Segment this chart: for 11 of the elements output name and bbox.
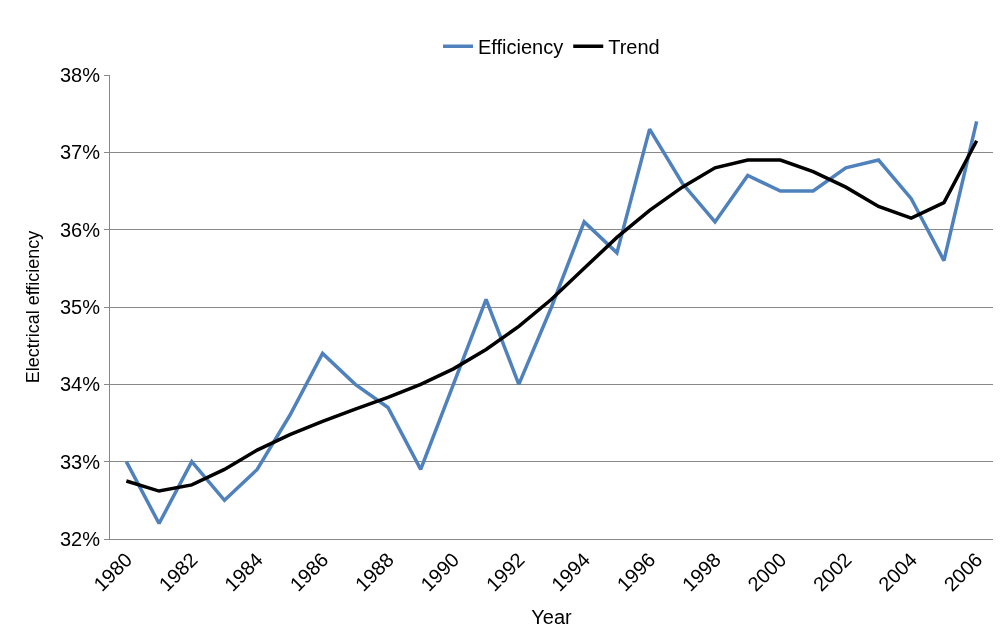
y-tick-label: 34%: [59, 373, 101, 396]
y-tick-label: 36%: [59, 218, 101, 241]
y-tick-label: 37%: [59, 141, 101, 164]
y-tick-label: 35%: [59, 296, 101, 318]
x-axis-title: Year: [531, 605, 573, 628]
legend-label: Efficiency: [478, 36, 564, 59]
legend-label: Trend: [608, 36, 660, 59]
y-tick-label: 33%: [59, 450, 101, 473]
y-tick-label: 32%: [59, 528, 101, 550]
y-tick-label: 38%: [59, 64, 101, 86]
y-axis-title: Electrical efficiency: [23, 230, 44, 384]
